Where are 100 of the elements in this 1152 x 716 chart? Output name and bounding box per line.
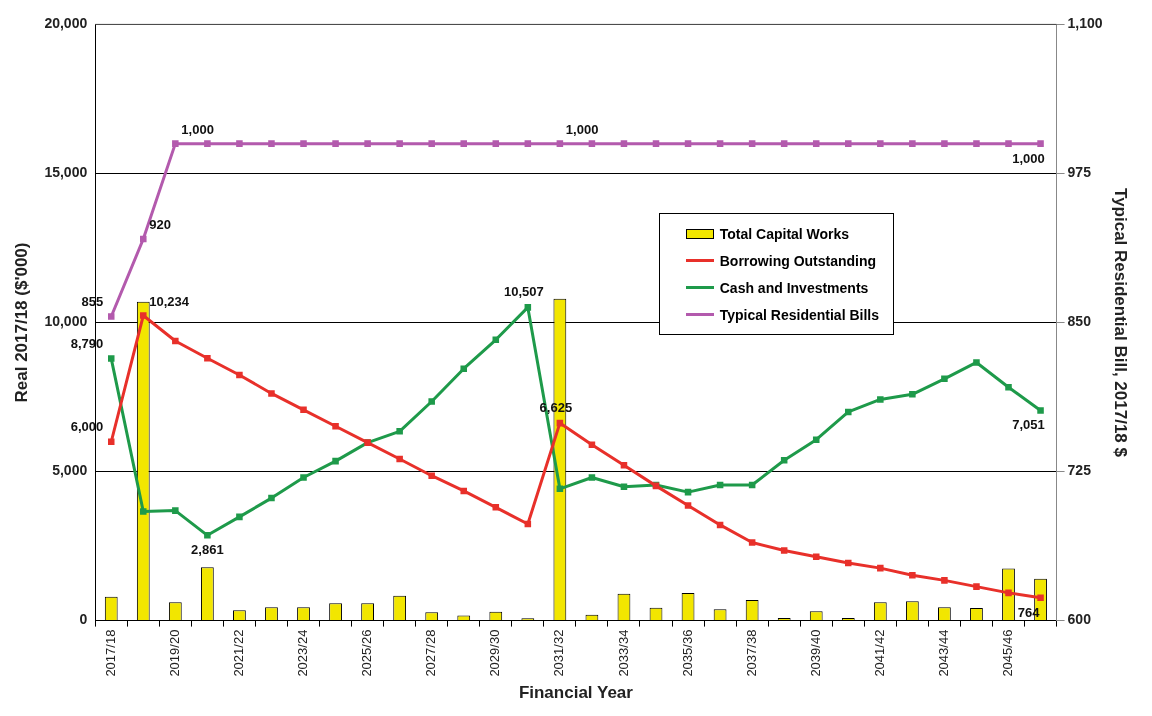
point: [460, 365, 467, 372]
y-axis-title: Real 2017/18 ($'000): [11, 242, 31, 403]
point: [620, 462, 628, 469]
x-tick-label: 2025/26: [359, 629, 375, 677]
point: [556, 485, 564, 493]
point: [877, 140, 884, 147]
point: [140, 508, 147, 515]
point: [524, 520, 532, 528]
legend-label: Typical Residential Bills: [719, 306, 879, 323]
point: [1037, 594, 1044, 602]
point: [973, 359, 980, 366]
x-tick-label: 2019/20: [166, 629, 182, 677]
point: [716, 481, 724, 489]
x-tick-label: 2037/38: [743, 629, 759, 677]
point: [107, 355, 115, 362]
point: [204, 355, 211, 362]
point: [1037, 140, 1044, 147]
point: [620, 483, 628, 491]
point: [236, 513, 243, 521]
data-label: 2,861: [191, 542, 224, 558]
point: [172, 140, 179, 147]
point: [1037, 407, 1044, 414]
point: [300, 406, 307, 414]
data-label: 1,000: [565, 121, 599, 137]
point: [140, 312, 147, 319]
point: [877, 396, 884, 403]
point: [140, 235, 147, 243]
point: [364, 140, 371, 147]
point: [748, 140, 756, 147]
data-label: 1,000: [181, 121, 214, 137]
y2-tick-label: 600: [1067, 611, 1092, 628]
y-tick-label: 0: [79, 611, 88, 628]
y-tick-label: 15,000: [44, 164, 88, 181]
point: [204, 532, 211, 539]
point: [428, 140, 435, 147]
point: [780, 547, 788, 554]
point: [1005, 589, 1012, 597]
y2-tick-label: 1,100: [1067, 15, 1103, 32]
x-tick-label: 2033/34: [615, 629, 631, 677]
data-label: 10,507: [503, 284, 544, 300]
point: [428, 472, 435, 479]
point: [973, 140, 980, 147]
point: [332, 140, 339, 147]
point: [268, 140, 275, 147]
point: [1005, 140, 1012, 147]
y-tick-label: 5,000: [52, 462, 88, 479]
point: [652, 140, 660, 147]
point: [107, 438, 115, 446]
point: [941, 375, 948, 383]
x-tick-label: 2035/36: [679, 629, 695, 677]
point: [107, 313, 115, 320]
x-tick-label: 2045/46: [1000, 629, 1016, 677]
point: [748, 481, 756, 489]
point: [204, 140, 211, 147]
point: [588, 474, 596, 481]
point: [845, 559, 852, 567]
y-tick-label: 20,000: [44, 15, 88, 32]
point: [845, 140, 852, 147]
point: [300, 140, 307, 147]
point: [492, 140, 500, 147]
point: [716, 140, 724, 147]
point: [460, 140, 467, 147]
point: [300, 474, 307, 481]
point: [812, 140, 820, 147]
y-tick-label: 10,000: [44, 313, 88, 330]
point: [556, 419, 564, 427]
point: [909, 140, 916, 147]
y2-axis-title: Typical Residential Bill, 2017/18 $: [1111, 188, 1131, 458]
x-tick-label: 2039/40: [807, 629, 823, 677]
legend-label: Total Capital Works: [719, 225, 850, 242]
point: [524, 304, 532, 311]
x-tick-label: 2029/30: [487, 629, 503, 677]
x-tick-label: 2021/22: [231, 629, 246, 677]
point: [812, 436, 820, 443]
point: [684, 502, 692, 509]
point: [909, 572, 916, 579]
point: [332, 422, 339, 430]
point: [780, 456, 788, 464]
point: [268, 494, 275, 502]
point: [172, 337, 179, 345]
point: [492, 504, 500, 511]
legend-label: Borrowing Outstanding: [719, 252, 877, 269]
x-tick-label: 2023/24: [295, 629, 311, 677]
point: [973, 583, 980, 590]
point: [1005, 383, 1012, 391]
point: [492, 336, 500, 344]
point: [332, 457, 339, 465]
point: [396, 428, 403, 435]
point: [845, 408, 852, 416]
point: [812, 553, 820, 561]
legend-label: Cash and Investments: [719, 279, 869, 296]
point: [684, 140, 692, 147]
point: [396, 455, 403, 463]
data-label: 920: [149, 217, 171, 233]
point: [556, 140, 564, 147]
data-label: 1,000: [1012, 150, 1045, 166]
point: [877, 564, 884, 572]
point: [588, 441, 596, 448]
point: [748, 539, 756, 546]
x-tick-label: 2027/28: [423, 629, 439, 677]
